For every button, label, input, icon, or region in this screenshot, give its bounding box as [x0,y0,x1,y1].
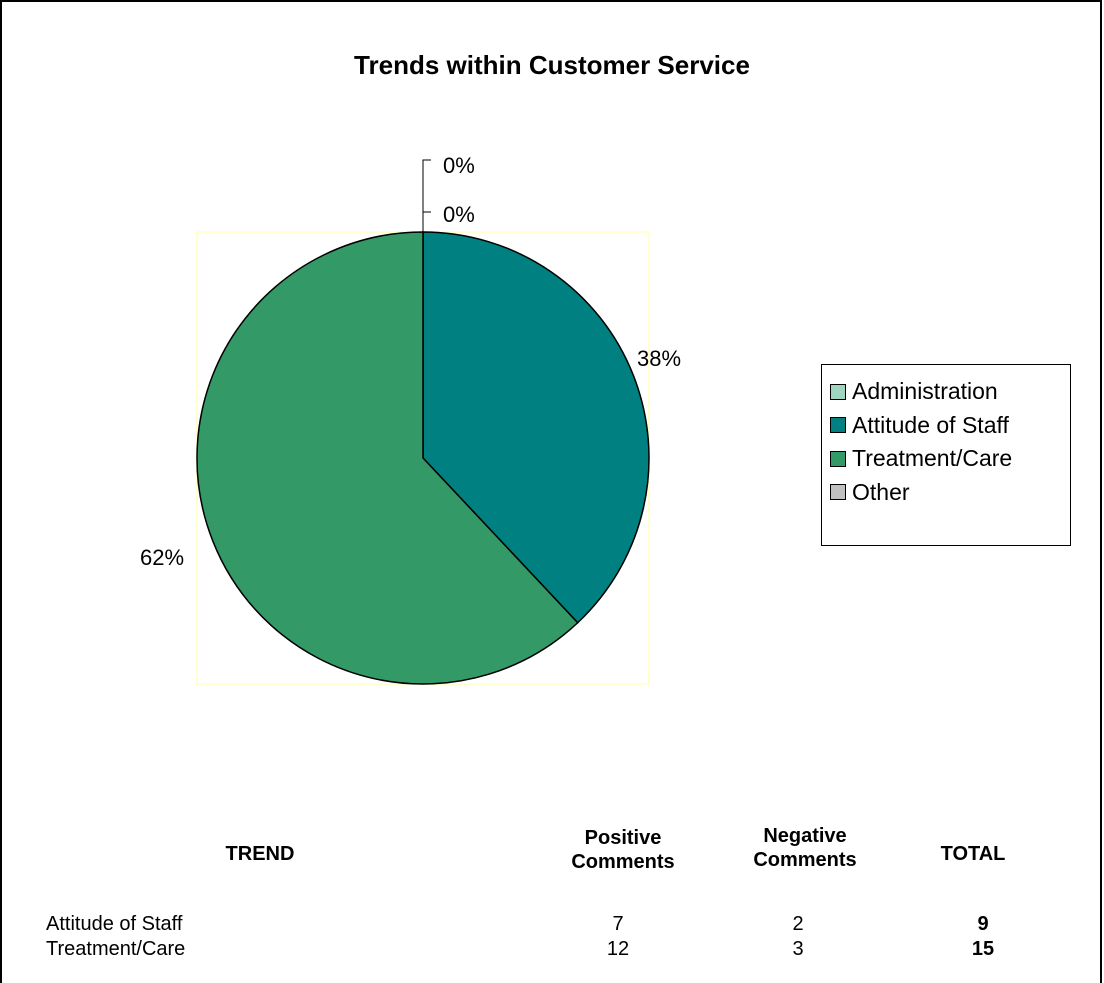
legend-swatch-treatment-care [830,450,846,467]
legend-swatch-attitude-of-staff [830,417,846,434]
data-label-administration: 0% [443,153,475,178]
legend-swatch-other [830,484,846,501]
leader-line-administration [422,159,431,232]
data-label-other: 0% [443,202,475,227]
data-label-treatment-care: 62% [140,545,184,570]
legend-item-other: Other [830,476,1070,510]
pie-slice-treatment-care [196,231,579,685]
legend-label-attitude-of-staff: Attitude of Staff [852,411,1009,438]
legend-item-attitude-of-staff: Attitude of Staff [830,409,1070,443]
legend-label-administration: Administration [852,378,998,405]
legend-label-treatment-care: Treatment/Care [852,445,1013,472]
legend: Administration Attitude of Staff Treatme… [821,364,1071,546]
legend-item-administration: Administration [830,375,1070,409]
chart-title: Trends within Customer Service [354,50,750,80]
leader-line-other [422,211,431,232]
legend-label-other: Other [852,478,910,505]
legend-item-treatment-care: Treatment/Care [830,442,1070,476]
legend-swatch-administration [830,383,846,400]
data-label-attitude-of-staff: 38% [637,346,681,371]
pie-slice-attitude-of-staff [422,231,650,624]
